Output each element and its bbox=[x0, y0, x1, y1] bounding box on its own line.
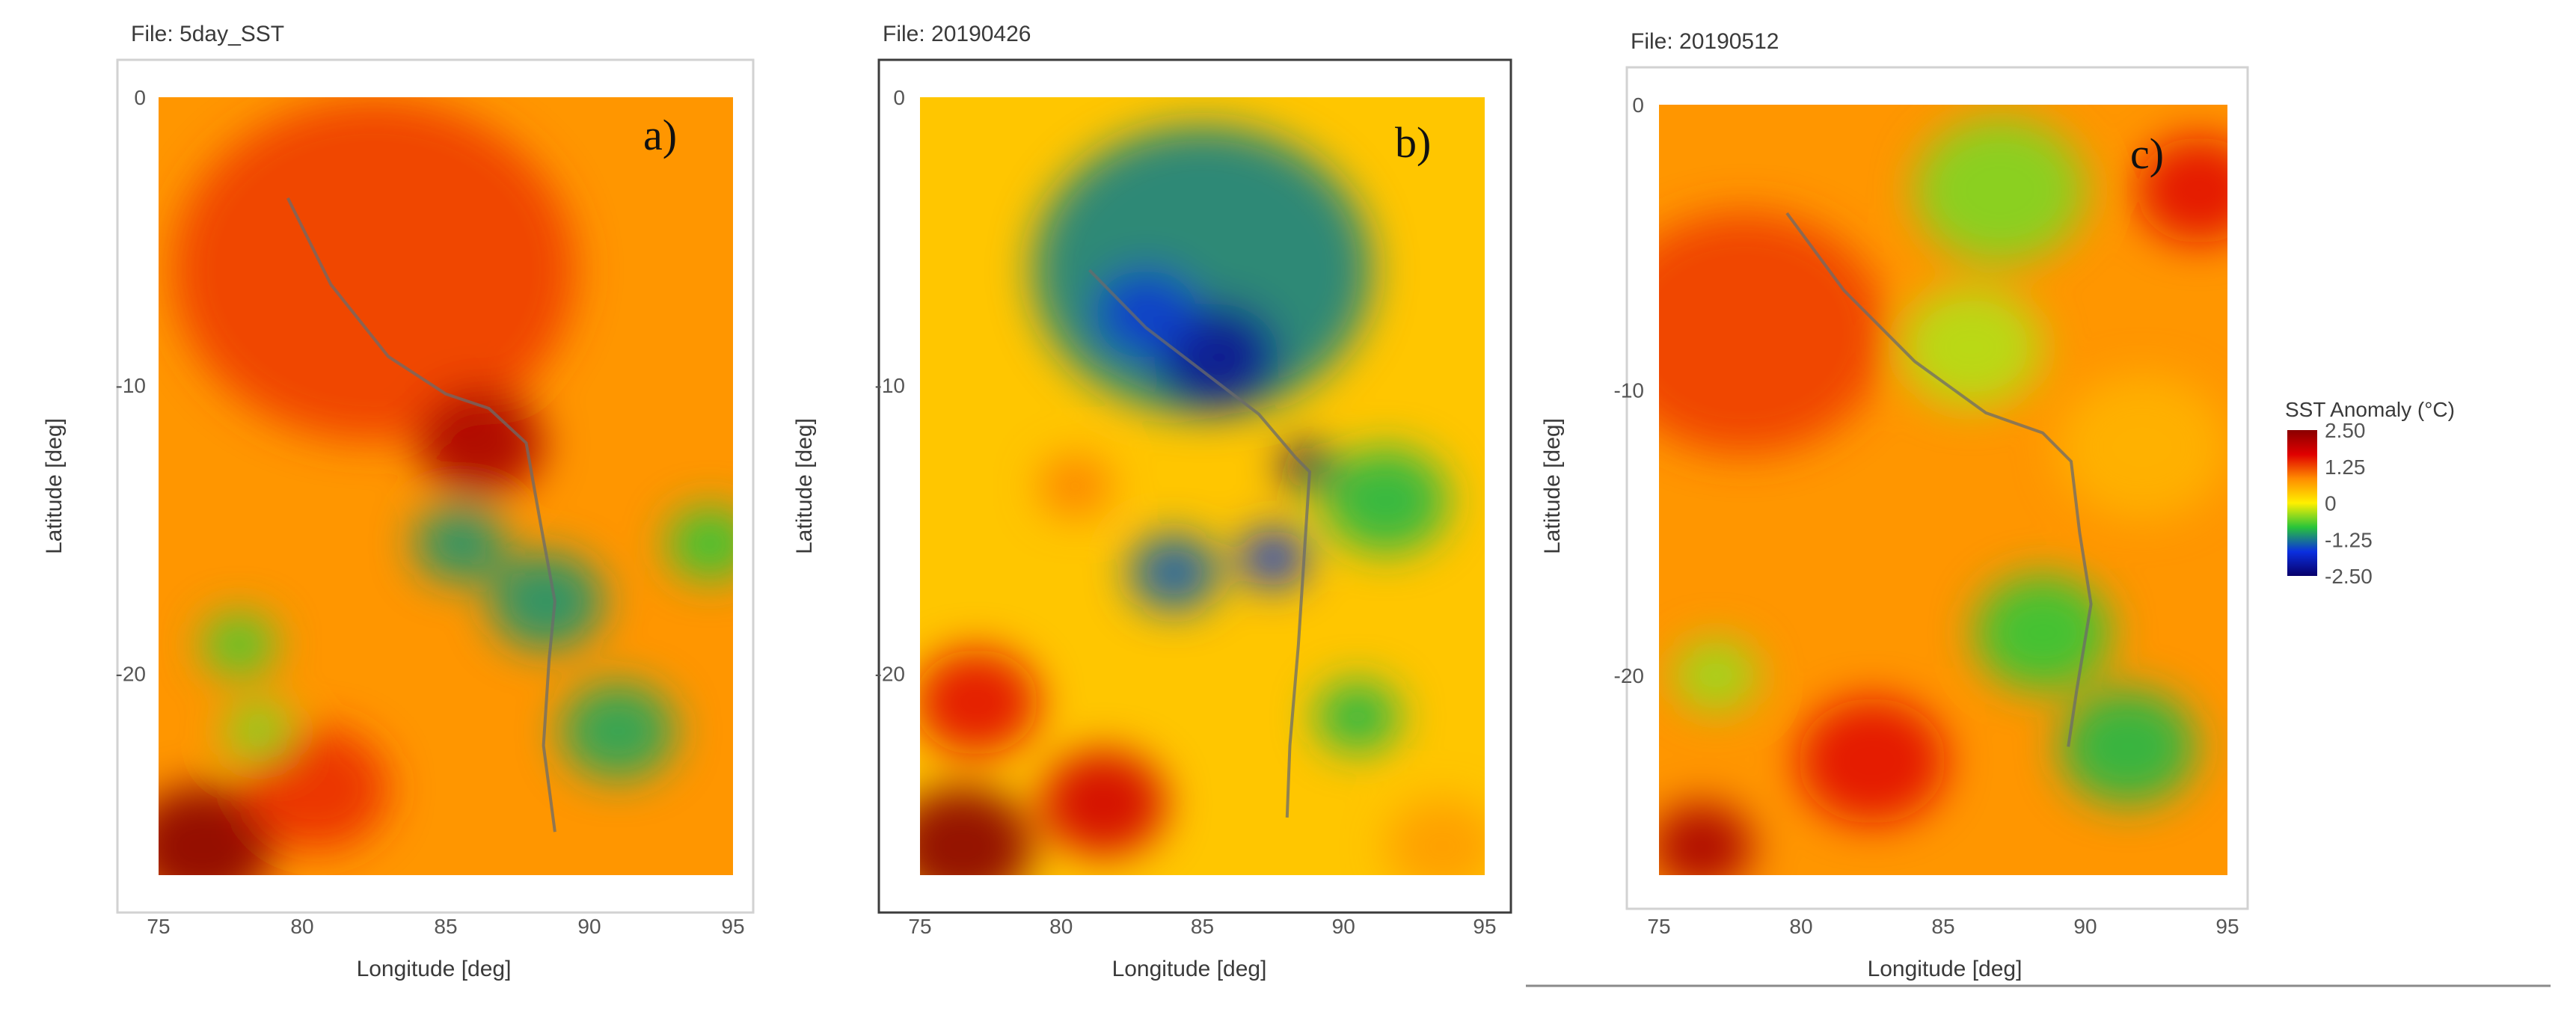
anomaly-region bbox=[173, 99, 575, 441]
anomaly-region bbox=[1315, 681, 1400, 753]
colorbar-tick-label: 1.25 bbox=[2325, 456, 2366, 479]
panel-a-file-label: File: 5day_SST bbox=[131, 22, 284, 46]
colorbar-tick-label: 0 bbox=[2325, 492, 2337, 515]
anomaly-region bbox=[920, 786, 1033, 875]
y-tick-label: 0 bbox=[1632, 93, 1644, 117]
panel-a-track bbox=[286, 197, 556, 832]
anomaly-region bbox=[1673, 639, 1758, 712]
panel-c: File: 20190512 c) 75 80 85 90 95 0 -10 -20 Lon… bbox=[1540, 29, 2249, 981]
panel-c-letter: c) bbox=[2130, 129, 2164, 178]
anomaly-region bbox=[2059, 688, 2197, 805]
anomaly-region bbox=[1095, 270, 1197, 357]
panel-b-y-ticks: 0 -10 -20 bbox=[875, 86, 905, 685]
cyclone-track-line bbox=[286, 197, 556, 832]
x-tick-label: 95 bbox=[721, 915, 744, 938]
y-tick-label: -20 bbox=[875, 662, 905, 685]
colorbar-tick-label: -2.50 bbox=[2325, 565, 2373, 588]
anomaly-region bbox=[666, 507, 733, 580]
x-tick-label: 75 bbox=[147, 915, 170, 938]
panel-c-y-ticks: 0 -10 -20 bbox=[1614, 93, 1644, 687]
anomaly-region bbox=[2136, 137, 2227, 244]
anomaly-region bbox=[1974, 574, 2112, 691]
anomaly-region bbox=[159, 785, 274, 875]
y-tick-label: -10 bbox=[1614, 378, 1644, 402]
anomaly-region bbox=[560, 682, 676, 780]
x-tick-label: 80 bbox=[1049, 915, 1073, 938]
panel-a-y-axis-title: Latitude [deg] bbox=[42, 418, 67, 554]
y-tick-label: -10 bbox=[116, 374, 146, 397]
x-tick-label: 80 bbox=[290, 915, 313, 938]
panel-c-track bbox=[1785, 212, 2093, 747]
panel-a-x-ticks: 75 80 85 90 95 bbox=[147, 915, 744, 938]
anomaly-region bbox=[224, 702, 294, 761]
panel-c-y-axis-title: Latitude [deg] bbox=[1540, 418, 1565, 554]
panel-c-map bbox=[1659, 105, 2227, 875]
anomaly-region bbox=[1129, 534, 1220, 611]
x-tick-label: 85 bbox=[1931, 915, 1954, 938]
cyclone-track-line bbox=[1088, 269, 1311, 818]
panel-a-letter: a) bbox=[643, 111, 677, 159]
x-tick-label: 95 bbox=[1473, 915, 1496, 938]
panel-b-file-label: File: 20190426 bbox=[883, 22, 1031, 46]
anomaly-region bbox=[1659, 803, 1753, 875]
anomaly-region bbox=[1239, 529, 1307, 587]
panel-b: File: 20190426 b) 75 80 85 90 95 0 -10 -20 Lon… bbox=[792, 22, 1512, 981]
anomaly-region bbox=[1798, 698, 1946, 824]
y-tick-label: -20 bbox=[1614, 664, 1644, 687]
y-tick-label: -10 bbox=[875, 374, 905, 397]
panel-b-x-ticks: 75 80 85 90 95 bbox=[908, 915, 1496, 938]
anomaly-region bbox=[1901, 286, 2043, 408]
panel-c-file-label: File: 20190512 bbox=[1631, 29, 1779, 54]
anomaly-region bbox=[245, 727, 389, 850]
cyclone-track-line bbox=[1785, 212, 2093, 747]
panel-c-x-ticks: 75 80 85 90 95 bbox=[1647, 915, 2239, 938]
anomaly-region bbox=[1915, 117, 2085, 263]
panel-b-map bbox=[920, 97, 1485, 875]
y-tick-label: 0 bbox=[893, 86, 905, 109]
x-tick-label: 90 bbox=[577, 915, 601, 938]
panel-a-y-ticks: 0 -10 -20 bbox=[116, 86, 146, 685]
colorbar-title: SST Anomaly (°C) bbox=[2285, 398, 2455, 421]
panel-b-track bbox=[1088, 269, 1311, 818]
anomaly-region bbox=[920, 649, 1039, 755]
x-tick-label: 90 bbox=[2073, 915, 2097, 938]
x-tick-label: 90 bbox=[1332, 915, 1355, 938]
panel-a-map bbox=[159, 97, 733, 875]
panel-a: File: 5day_SST a) 75 80 85 90 95 0 -10 -20 Lon… bbox=[42, 22, 755, 981]
anomaly-region bbox=[201, 613, 277, 677]
colorbar-tick-label: -1.25 bbox=[2325, 528, 2373, 551]
colorbar-gradient bbox=[2287, 430, 2317, 576]
panel-c-x-axis-title: Longitude [deg] bbox=[1868, 957, 2023, 981]
anomaly-region bbox=[414, 504, 506, 583]
y-tick-label: -20 bbox=[116, 662, 146, 685]
x-tick-label: 80 bbox=[1789, 915, 1812, 938]
anomaly-region bbox=[417, 389, 544, 497]
panel-a-x-axis-title: Longitude [deg] bbox=[357, 957, 512, 981]
panel-b-letter: b) bbox=[1395, 118, 1431, 167]
anomaly-region bbox=[1038, 455, 1112, 518]
x-tick-label: 75 bbox=[908, 915, 931, 938]
y-tick-label: 0 bbox=[134, 86, 146, 109]
colorbar-legend: SST Anomaly (°C) 2.50 1.25 0 -1.25 -2.50 bbox=[2285, 398, 2455, 588]
colorbar-tick-label: 2.50 bbox=[2325, 419, 2366, 442]
anomaly-region bbox=[1323, 447, 1448, 554]
anomaly-region bbox=[1041, 750, 1166, 856]
panel-b-x-axis-title: Longitude [deg] bbox=[1112, 957, 1267, 981]
x-tick-label: 85 bbox=[1191, 915, 1214, 938]
x-tick-label: 75 bbox=[1647, 915, 1670, 938]
anomaly-region bbox=[2057, 374, 2227, 520]
x-tick-label: 85 bbox=[434, 915, 457, 938]
panel-b-y-axis-title: Latitude [deg] bbox=[792, 418, 817, 554]
x-tick-label: 95 bbox=[2215, 915, 2239, 938]
anomaly-region bbox=[1385, 798, 1485, 875]
colorbar-tick-labels: 2.50 1.25 0 -1.25 -2.50 bbox=[2325, 419, 2373, 588]
anomaly-region bbox=[488, 552, 604, 651]
